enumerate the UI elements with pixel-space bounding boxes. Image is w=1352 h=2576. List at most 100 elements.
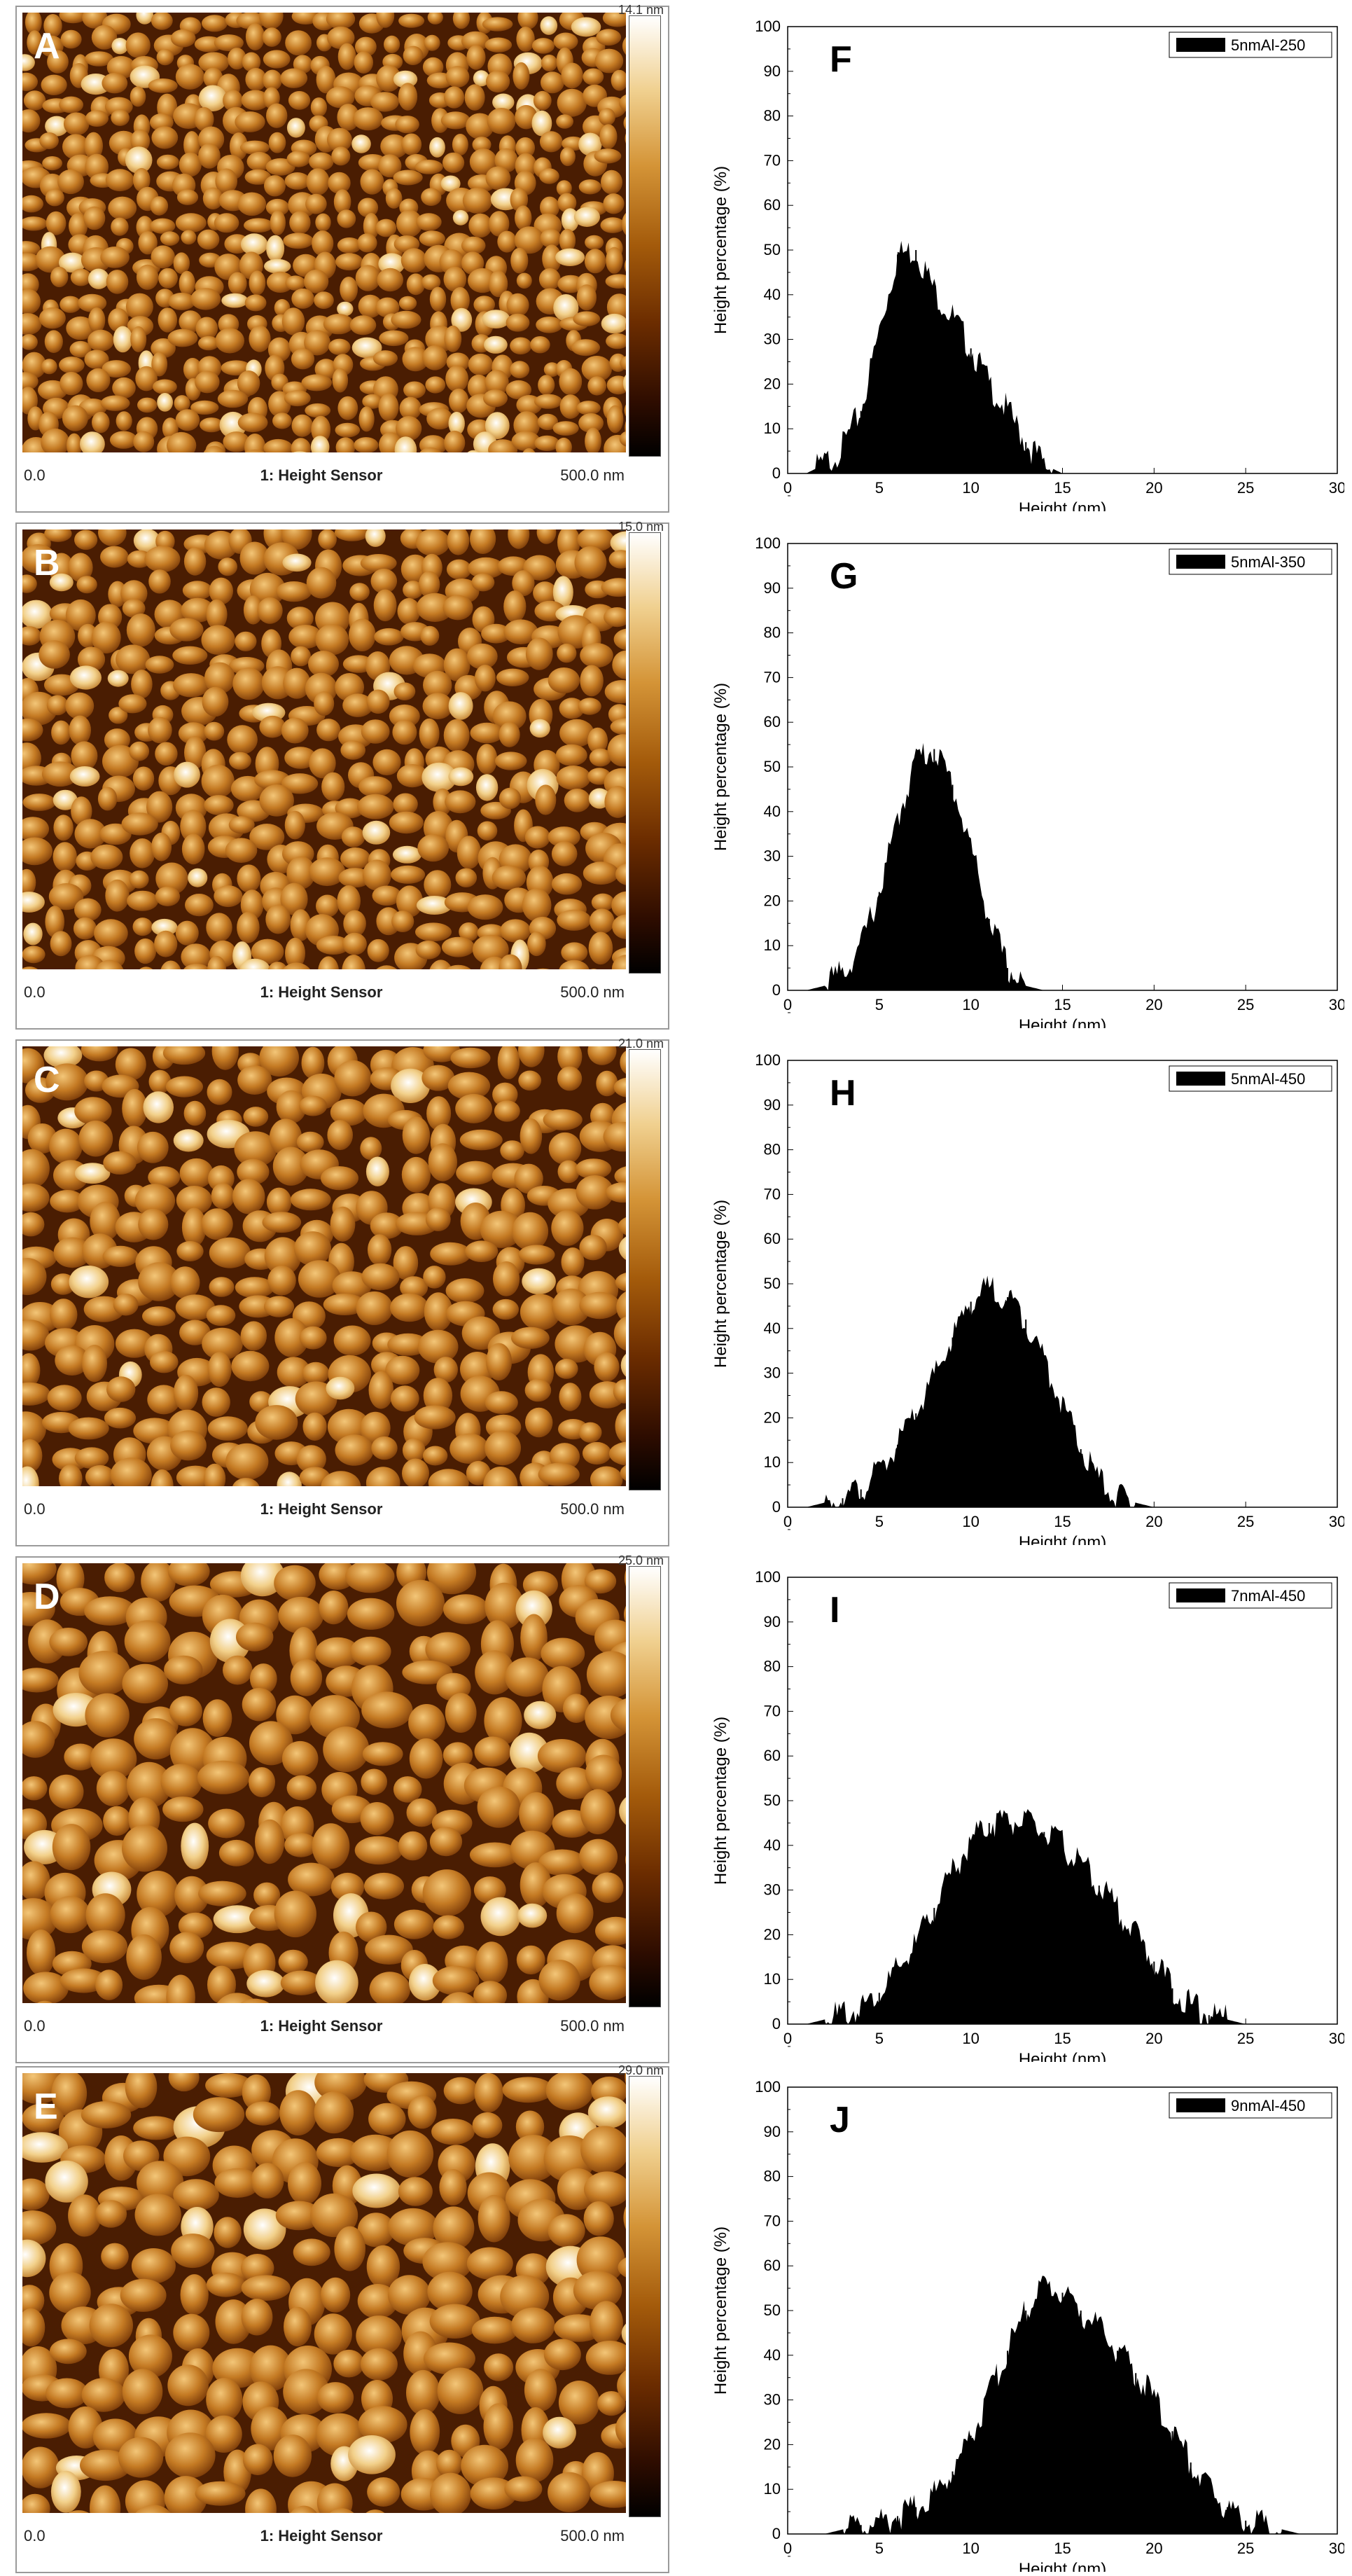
afm-grain	[335, 1434, 374, 1466]
afm-grain	[415, 922, 452, 942]
afm-grain	[492, 865, 527, 890]
x-tick-label: 30	[1329, 2030, 1344, 2047]
afm-grain	[95, 960, 124, 969]
histogram-bar	[988, 2395, 990, 2534]
afm-grain	[111, 38, 129, 55]
afm-grain	[286, 151, 311, 167]
afm-grain	[607, 734, 626, 767]
x-tick-label: 5	[875, 2030, 884, 2047]
afm-grain	[578, 698, 601, 715]
afm-grain	[595, 1916, 626, 1946]
afm-grain	[131, 2248, 176, 2284]
afm-grain	[341, 826, 365, 847]
afm-grain	[531, 38, 555, 54]
afm-grain	[241, 90, 270, 111]
afm-grain	[51, 2073, 88, 2117]
afm-grain	[22, 2493, 50, 2513]
afm-grain	[22, 1776, 48, 1801]
afm-grain	[84, 349, 109, 369]
afm-grain	[115, 1329, 153, 1358]
histogram-bar	[1043, 2283, 1045, 2534]
afm-grain	[362, 820, 391, 845]
afm-grain	[358, 2406, 407, 2444]
afm-grain	[272, 1147, 309, 1186]
afm-grain	[183, 358, 202, 381]
x-tick-label: 0	[783, 996, 792, 1013]
afm-grain	[402, 1116, 431, 1154]
afm-grain	[625, 1855, 626, 1865]
afm-grain	[396, 1579, 445, 1627]
afm-grain	[113, 326, 133, 353]
afm-grain	[589, 908, 615, 934]
histogram-i: 0 10 20 30 40 50 60 70 80 90 100 0 5 10 15 20 25 30 Height…	[690, 1556, 1344, 2062]
afm-grain	[263, 50, 291, 69]
afm-grain	[22, 1898, 58, 1940]
afm-grain	[164, 1655, 203, 1684]
afm-grain	[22, 2446, 60, 2488]
afm-grain	[419, 230, 445, 247]
afm-grain	[314, 691, 335, 716]
histogram-bar	[1171, 1988, 1173, 2024]
afm-grain	[596, 29, 622, 46]
afm-grain	[96, 1771, 130, 1806]
y-tick-label: 80	[764, 624, 781, 642]
afm-grain	[150, 218, 176, 234]
afm-grain	[615, 863, 626, 885]
afm-grain	[291, 348, 315, 370]
afm-grain	[351, 337, 382, 359]
afm-grain	[576, 1175, 614, 1210]
channel-label: 1: Height Sensor	[260, 466, 383, 484]
afm-grain	[241, 2275, 291, 2301]
afm-grain	[171, 2234, 215, 2269]
afm-grain	[425, 1207, 451, 1231]
y-tick-label: 70	[764, 1185, 781, 1203]
afm-grain	[485, 1582, 524, 1630]
afm-grain	[552, 576, 573, 609]
afm-grain	[585, 235, 604, 250]
histogram-bar	[1190, 2462, 1192, 2534]
x-tick-label: 5	[875, 479, 884, 497]
afm-grain	[22, 54, 35, 71]
histogram-bar	[897, 820, 898, 990]
afm-grain	[129, 870, 149, 889]
y-tick-label: 0	[772, 1498, 781, 1516]
afm-grain	[180, 810, 207, 843]
afm-grain	[504, 2476, 543, 2502]
afm-grain	[475, 1941, 508, 1985]
afm-grain	[181, 597, 214, 623]
afm-grain	[402, 1458, 429, 1486]
afm-grain	[397, 597, 421, 625]
afm-grain	[223, 1655, 253, 1685]
panel-letter: F	[830, 39, 852, 80]
afm-grain	[471, 573, 495, 592]
afm-grain	[90, 1738, 137, 1780]
legend-swatch	[1176, 1588, 1225, 1602]
afm-grain	[22, 1861, 50, 1901]
afm-grain	[474, 665, 496, 692]
afm-grain	[288, 1862, 335, 1897]
afm-grain	[22, 2239, 46, 2278]
afm-grain	[323, 314, 354, 335]
afm-grain	[623, 2206, 626, 2229]
afm-grain	[553, 294, 579, 321]
afm-grain	[613, 1316, 626, 1351]
y-tick-label: 40	[764, 1836, 781, 1854]
afm-grain	[183, 547, 207, 576]
afm-grain	[533, 90, 552, 111]
afm-grain	[375, 297, 400, 318]
afm-grain	[364, 1872, 404, 1900]
afm-grain	[281, 1740, 319, 1777]
afm-grain	[74, 898, 102, 922]
x-tick-label: 15	[1054, 2030, 1071, 2047]
afm-grain	[315, 1960, 358, 2003]
histogram-bar	[1043, 1831, 1045, 2024]
afm-grain	[175, 64, 204, 90]
afm-grain	[211, 1046, 239, 1070]
afm-grain	[557, 193, 577, 213]
afm-grain	[440, 111, 471, 130]
afm-grain	[22, 837, 53, 866]
afm-grain	[472, 2112, 503, 2139]
afm-grain	[139, 967, 153, 969]
afm-grain	[620, 1354, 626, 1377]
afm-grain	[22, 1382, 50, 1406]
